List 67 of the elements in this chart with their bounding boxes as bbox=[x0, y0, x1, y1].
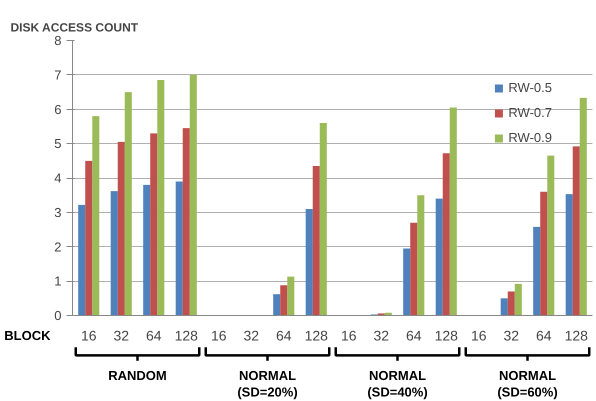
bar bbox=[442, 153, 450, 316]
legend-label: RW-0.5 bbox=[508, 80, 552, 95]
bar bbox=[85, 160, 92, 316]
bar bbox=[533, 226, 540, 316]
y-axis-title: DISK ACCESS COUNT bbox=[10, 20, 139, 34]
y-tick-label: 2 bbox=[54, 239, 62, 254]
text: RANDOM bbox=[108, 368, 167, 383]
x-tick-label: 32 bbox=[503, 327, 520, 344]
bar bbox=[514, 284, 522, 316]
bar bbox=[92, 116, 100, 316]
bar bbox=[190, 74, 197, 316]
x-tick-label: 32 bbox=[243, 327, 260, 344]
bar bbox=[182, 128, 190, 316]
bar bbox=[572, 146, 580, 316]
y-tick-label: 0 bbox=[54, 308, 62, 323]
bar bbox=[287, 276, 294, 316]
x-axis-title: BLOCK bbox=[4, 328, 52, 343]
x-tick-label: 16 bbox=[340, 327, 357, 344]
bar bbox=[320, 123, 327, 316]
bar bbox=[312, 166, 320, 316]
x-tick-label: 16 bbox=[210, 327, 227, 344]
x-tick-label: 64 bbox=[406, 327, 422, 344]
legend-label: RW-0.7 bbox=[508, 105, 552, 120]
bar bbox=[410, 222, 418, 316]
bar bbox=[417, 195, 424, 316]
x-tick-label: 16 bbox=[80, 327, 97, 344]
bar bbox=[78, 204, 86, 316]
bar bbox=[450, 108, 457, 316]
bar bbox=[508, 291, 515, 316]
bar bbox=[124, 92, 132, 316]
y-tick-label: 3 bbox=[54, 204, 62, 220]
bar bbox=[273, 294, 280, 316]
bar bbox=[580, 98, 587, 316]
x-tick-label: 128 bbox=[434, 327, 458, 344]
x-tick-label: 32 bbox=[113, 327, 130, 344]
legend-label: RW-0.9 bbox=[508, 130, 552, 145]
x-tick-label: 16 bbox=[470, 327, 487, 344]
x-tick-label: 32 bbox=[373, 327, 390, 344]
x-tick-label: 128 bbox=[304, 327, 328, 344]
bar bbox=[118, 142, 125, 316]
bar bbox=[150, 133, 158, 316]
bar bbox=[143, 184, 150, 316]
bar bbox=[540, 192, 548, 316]
x-tick-label: 64 bbox=[146, 327, 162, 344]
bar bbox=[110, 191, 118, 316]
x-tick-label: 64 bbox=[536, 327, 552, 344]
bar bbox=[176, 181, 183, 316]
bar bbox=[500, 298, 508, 316]
bar bbox=[403, 248, 410, 316]
text: NORMAL (SD=60%) bbox=[497, 368, 558, 400]
text: NORMAL (SD=40%) bbox=[367, 368, 428, 400]
bar bbox=[436, 198, 443, 316]
bar bbox=[280, 285, 288, 316]
bar bbox=[157, 80, 164, 316]
text: NORMAL (SD=20%) bbox=[237, 368, 298, 400]
x-tick-label: 128 bbox=[174, 327, 198, 344]
bar bbox=[547, 156, 554, 316]
y-tick-label: 1 bbox=[54, 274, 62, 289]
y-tick-label: 4 bbox=[54, 170, 62, 186]
x-tick-label: 128 bbox=[564, 327, 588, 344]
x-tick-label: 64 bbox=[276, 327, 292, 344]
y-tick-label: 7 bbox=[54, 67, 62, 82]
y-tick-label: 5 bbox=[54, 136, 62, 152]
bar bbox=[306, 208, 313, 316]
bar bbox=[566, 194, 573, 316]
y-tick-label: 8 bbox=[54, 33, 62, 48]
y-tick-label: 6 bbox=[54, 102, 62, 117]
